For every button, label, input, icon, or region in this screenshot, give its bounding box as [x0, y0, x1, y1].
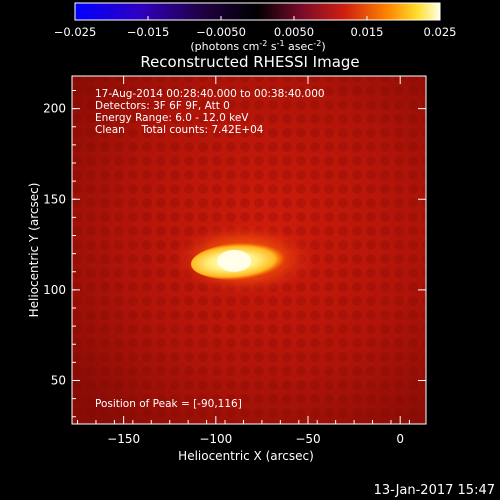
- y-tick-label: 50: [51, 374, 66, 388]
- annotation-energy: Energy Range: 6.0 - 12.0 keV: [95, 112, 249, 124]
- colorbar-tick-label: −0.015: [127, 25, 170, 39]
- plot-area: [72, 76, 426, 424]
- y-tick-label: 150: [43, 192, 66, 206]
- colorbar-tick-label: 0.0050: [274, 25, 314, 39]
- source-peak: [217, 249, 252, 272]
- x-tick-label: −150: [107, 432, 140, 446]
- timestamp: 13-Jan-2017 15:47: [374, 483, 495, 498]
- y-tick-label: 200: [43, 102, 66, 116]
- colorbar-tick-label: 0.025: [424, 25, 457, 39]
- y-tick-label: 100: [43, 283, 66, 297]
- x-tick-label: −100: [199, 432, 232, 446]
- plot-frame: [71, 75, 427, 425]
- y-axis: 50 100 150 200: [43, 90, 426, 418]
- colorbar-tick-label: −0.025: [54, 25, 97, 39]
- annotation-detectors: Detectors: 3F 6F 9F, Att 0: [95, 100, 230, 112]
- colorbar-tick-label: −0.0050: [196, 25, 246, 39]
- chart-title: Reconstructed RHESSI Image: [140, 53, 359, 71]
- peak-position-label: Position of Peak = [-90,116]: [95, 398, 242, 410]
- colorbar-tick-label: 0.015: [351, 25, 384, 39]
- x-axis-label: Heliocentric X (arcsec): [178, 449, 314, 463]
- colorbar: −0.025 −0.015 −0.0050 0.0050 0.015 0.025 (pho…: [54, 2, 457, 53]
- annotation-counts: Clean Total counts: 7.42E+04: [95, 124, 264, 136]
- y-axis-label: Heliocentric Y (arcsec): [27, 183, 41, 318]
- colorbar-unit-label: (photons cm-2 s-1 asec-2): [190, 39, 325, 53]
- x-tick-label: 0: [396, 432, 404, 446]
- annotation-time: 17-Aug-2014 00:28:40.000 to 00:38:40.000: [95, 88, 325, 100]
- x-tick-label: −50: [295, 432, 320, 446]
- colorbar-gradient: [74, 2, 441, 21]
- x-axis: −150 −100 −50 0: [77, 76, 410, 446]
- annotations: 17-Aug-2014 00:28:40.000 to 00:38:40.000…: [95, 88, 325, 410]
